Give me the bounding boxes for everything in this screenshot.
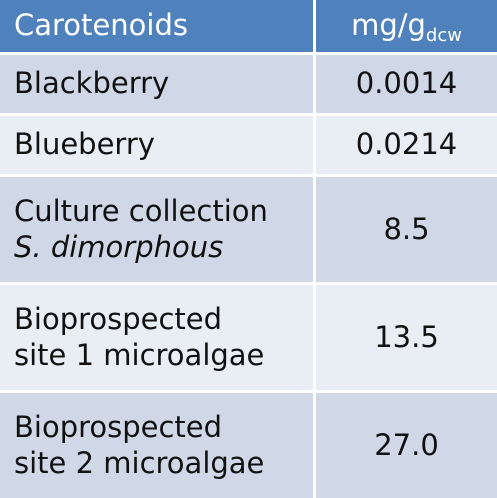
row-label-line: site 2 microalgae	[14, 445, 265, 480]
row-label-line: site 1 microalgae	[14, 337, 265, 372]
row-label-line-species: S. dimorphous	[14, 229, 224, 264]
table-row: Bioprospected site 1 microalgae 13.5	[0, 285, 497, 393]
header-unit: mg/g	[351, 8, 426, 43]
row-value: 13.5	[316, 285, 497, 393]
row-value: 0.0014	[316, 55, 497, 116]
row-label-line: Bioprospected	[14, 302, 223, 337]
row-label-line: Blackberry	[14, 66, 170, 101]
header-carotenoids: Carotenoids	[0, 0, 316, 55]
row-label: Blueberry	[0, 116, 316, 177]
row-value: 27.0	[316, 393, 497, 498]
row-label: Bioprospected site 1 microalgae	[0, 285, 316, 393]
header-unit-subscript: dcw	[425, 25, 462, 47]
row-value: 8.5	[316, 177, 497, 285]
table-row: Culture collection S. dimorphous 8.5	[0, 177, 497, 285]
row-label-line: Blueberry	[14, 127, 155, 162]
table-row: Bioprospected site 2 microalgae 27.0	[0, 393, 497, 498]
table-row: Blackberry 0.0014	[0, 55, 497, 116]
row-label: Blackberry	[0, 55, 316, 116]
row-label: Bioprospected site 2 microalgae	[0, 393, 316, 498]
row-value: 0.0214	[316, 116, 497, 177]
header-mg-per-g-dcw: mg/gdcw	[316, 0, 497, 55]
table-row: Blueberry 0.0214	[0, 116, 497, 177]
row-label: Culture collection S. dimorphous	[0, 177, 316, 285]
row-label-line: Culture collection	[14, 194, 268, 229]
row-label-line: Bioprospected	[14, 410, 223, 445]
table-header-row: Carotenoids mg/gdcw	[0, 0, 497, 55]
